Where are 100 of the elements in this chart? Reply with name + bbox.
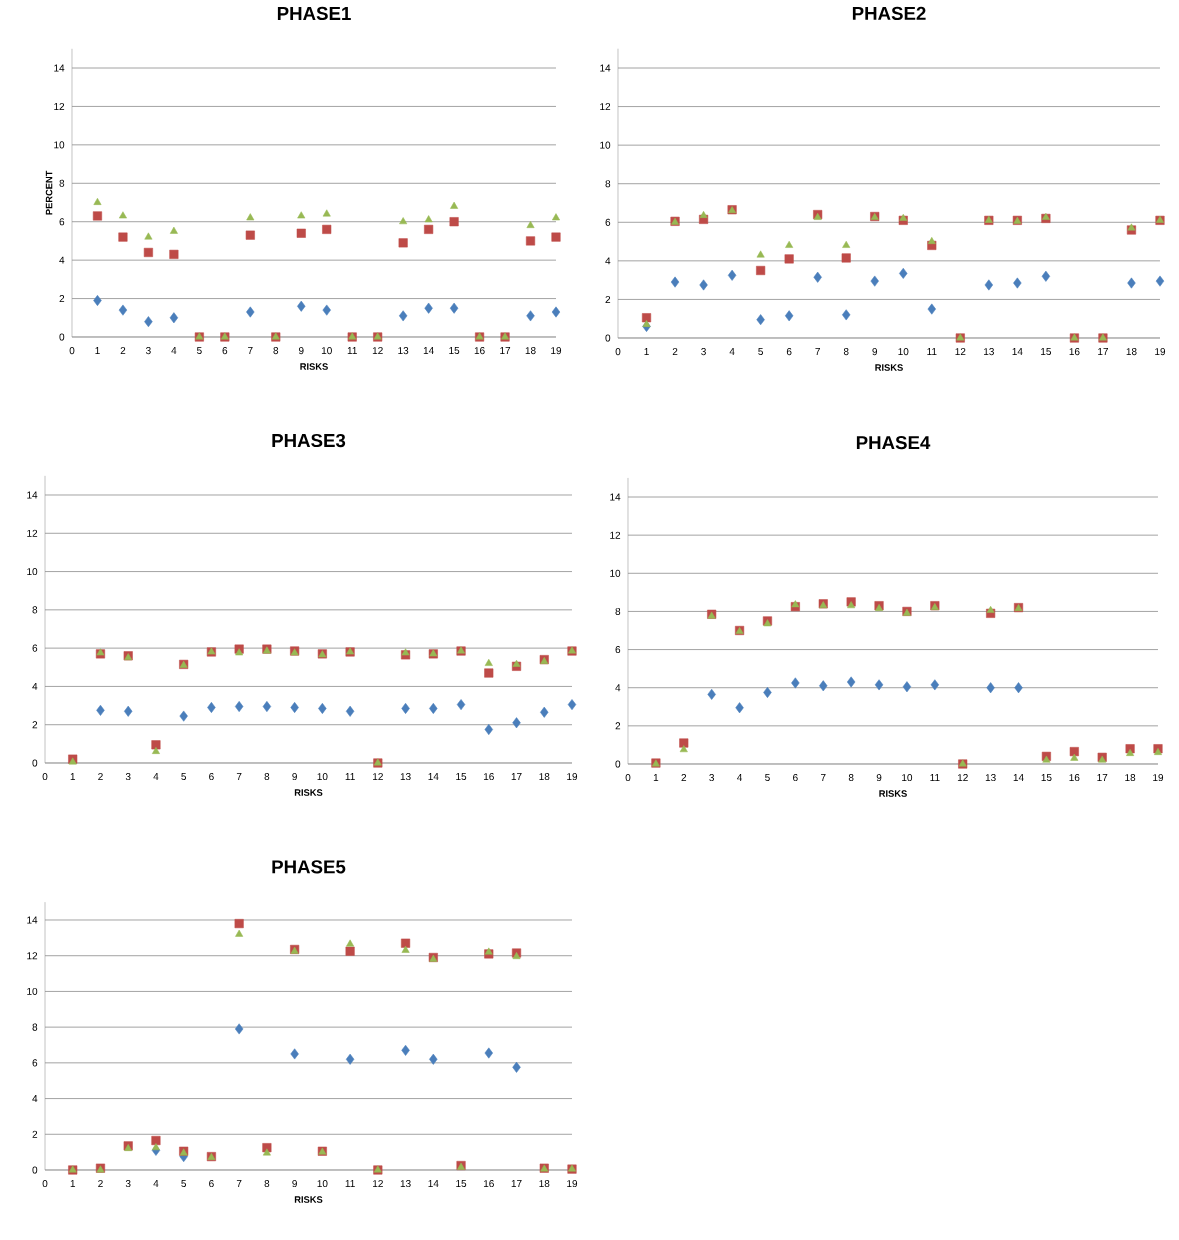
y-tick-label: 8 (32, 606, 38, 614)
x-tick-label: 9 (292, 1180, 297, 1188)
x-tick-label: 6 (209, 773, 214, 781)
x-tick-label: 14 (1012, 348, 1023, 355)
x-tick-label: 17 (500, 347, 511, 354)
x-tick-label: 18 (539, 773, 550, 781)
x-tick-label: 1 (70, 773, 76, 780)
x-tick-label: 8 (273, 347, 279, 355)
x-tick-label: 8 (843, 348, 849, 356)
x-tick-label: 14 (428, 1180, 439, 1187)
x-tick-label: 4 (171, 347, 177, 354)
x-tick-label: 11 (345, 773, 355, 780)
y-tick-label: 0 (615, 760, 621, 768)
y-tick-label: 14 (610, 493, 621, 501)
chart-title: PHASE3 (272, 433, 346, 448)
x-tick-label: 14 (428, 773, 439, 780)
x-tick-label: 19 (1153, 774, 1164, 782)
x-tick-label: 4 (729, 348, 735, 355)
x-tick-label: 2 (98, 1180, 103, 1188)
x-tick-label: 1 (95, 347, 100, 354)
x-tick-label: 15 (456, 773, 467, 781)
x-tick-label: 13 (400, 1180, 411, 1188)
x-tick-label: 6 (209, 1180, 214, 1188)
x-tick-label: 0 (625, 774, 631, 782)
x-tick-label: 5 (765, 774, 770, 782)
x-tick-label: 18 (1126, 348, 1137, 356)
y-tick-label: 10 (600, 141, 611, 149)
x-tick-label: 14 (1013, 774, 1024, 781)
chart-title: PHASE2 (852, 6, 926, 21)
y-tick-label: 2 (59, 295, 65, 303)
x-tick-label: 3 (709, 774, 715, 782)
x-tick-label: 6 (793, 774, 798, 782)
x-tick-label: 18 (525, 347, 536, 355)
y-tick-label: 12 (610, 531, 621, 539)
x-tick-label: 9 (292, 773, 297, 781)
y-tick-label: 10 (27, 987, 38, 995)
x-tick-label: 12 (372, 347, 383, 355)
x-axis-title: RISKS (875, 364, 903, 371)
x-tick-label: 4 (153, 1180, 159, 1187)
y-tick-label: 8 (59, 179, 65, 187)
y-tick-label: 4 (32, 682, 38, 690)
x-tick-label: 19 (1155, 348, 1166, 356)
y-tick-label: 10 (27, 568, 38, 576)
y-tick-label: 2 (605, 295, 611, 303)
y-tick-label: 8 (605, 180, 611, 188)
x-tick-label: 2 (672, 348, 678, 356)
x-tick-label: 3 (146, 347, 151, 355)
y-tick-label: 10 (610, 569, 621, 577)
x-tick-label: 12 (955, 348, 966, 356)
y-tick-label: 4 (615, 684, 621, 692)
x-tick-label: 8 (264, 773, 270, 781)
x-tick-label: 3 (125, 1180, 131, 1188)
x-tick-label: 19 (551, 347, 562, 355)
x-axis-title: RISKS (294, 1196, 323, 1203)
y-tick-label: 6 (32, 644, 38, 652)
y-tick-label: 12 (27, 529, 38, 537)
x-tick-label: 18 (539, 1180, 550, 1188)
x-tick-label: 13 (985, 774, 996, 782)
x-tick-label: 1 (644, 348, 649, 355)
y-tick-label: 6 (32, 1059, 38, 1067)
chart-title: PHASE1 (277, 6, 351, 21)
x-tick-label: 16 (1069, 348, 1080, 356)
x-tick-label: 13 (398, 347, 409, 355)
x-axis-title: RISKS (879, 790, 907, 797)
x-tick-label: 16 (474, 347, 485, 355)
x-tick-label: 11 (345, 1180, 355, 1187)
x-tick-label: 12 (373, 1180, 383, 1188)
x-axis-title: RISKS (294, 789, 323, 796)
x-tick-label: 10 (321, 347, 332, 355)
x-tick-label: 15 (456, 1180, 467, 1188)
y-tick-label: 2 (32, 721, 38, 729)
x-tick-label: 10 (898, 348, 909, 356)
x-tick-label: 0 (42, 1180, 48, 1188)
y-tick-label: 4 (59, 256, 65, 264)
y-tick-label: 8 (32, 1023, 38, 1031)
x-tick-label: 17 (511, 773, 522, 780)
y-tick-label: 14 (600, 64, 611, 72)
y-tick-label: 6 (59, 218, 65, 226)
x-tick-label: 2 (681, 774, 687, 782)
x-tick-label: 16 (483, 1180, 494, 1188)
chart-title: PHASE4 (856, 435, 931, 450)
y-tick-label: 0 (605, 334, 611, 342)
x-tick-label: 16 (1069, 774, 1080, 782)
y-tick-label: 12 (27, 952, 38, 960)
x-tick-label: 6 (786, 348, 792, 356)
x-tick-label: 9 (876, 774, 882, 782)
x-tick-label: 5 (196, 347, 202, 355)
x-tick-label: 5 (181, 1180, 187, 1188)
x-tick-label: 9 (298, 347, 304, 355)
x-tick-label: 8 (848, 774, 854, 782)
x-tick-label: 11 (927, 348, 937, 355)
x-tick-label: 13 (984, 348, 994, 356)
x-tick-label: 7 (236, 773, 242, 780)
x-tick-label: 13 (400, 773, 411, 781)
x-tick-label: 10 (317, 773, 328, 781)
x-tick-label: 12 (957, 774, 968, 782)
x-tick-label: 2 (98, 773, 103, 781)
x-tick-label: 10 (902, 774, 913, 782)
y-tick-label: 6 (605, 218, 611, 226)
y-tick-label: 4 (32, 1095, 38, 1102)
